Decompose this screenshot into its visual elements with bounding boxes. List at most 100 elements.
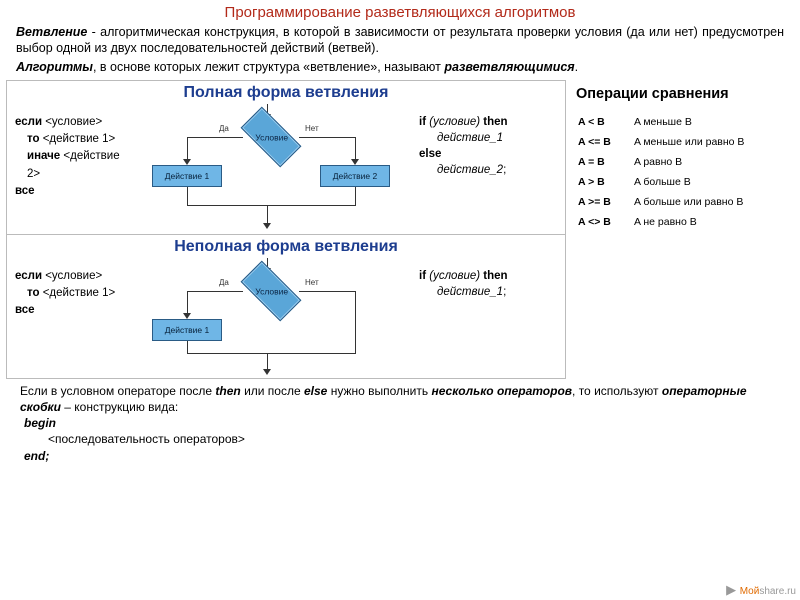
arrow-down-icon: [263, 223, 271, 229]
table-row: A >= BA больше или равно B: [576, 192, 790, 212]
desc-cell: A меньше B: [632, 112, 790, 132]
kw-then-ru: то: [27, 287, 40, 299]
edge: [187, 341, 188, 353]
act1-it: действие_1: [437, 286, 503, 298]
kw-else-ru: иначе: [27, 150, 60, 162]
wm-b: share.ru: [759, 586, 796, 597]
desc-cell: A меньше или равно B: [632, 132, 790, 152]
full-form-title: Полная форма ветвления: [7, 81, 565, 104]
cond-label: Условие: [242, 287, 302, 297]
watermark: ▶ Мойshare.ru: [726, 582, 796, 598]
kw-then: then: [483, 116, 507, 128]
intro-p2-mid: , в основе которых лежит структура «ветв…: [93, 60, 444, 74]
act2-it: действие_2: [437, 164, 503, 176]
fn-t2: или после: [241, 384, 304, 398]
act1-it: действие_1: [437, 132, 503, 144]
cond-it: (условие): [429, 270, 483, 282]
kw-end: end;: [24, 448, 800, 464]
op-cell: A <= B: [576, 132, 632, 152]
code-block: begin <последовательность операторов> en…: [0, 415, 800, 464]
partial-cond: <условие>: [42, 270, 102, 282]
table-row: A < BA меньше B: [576, 112, 790, 132]
edge: [267, 205, 268, 225]
full-pseudo-pascal: if (условие) then действие_1 else действ…: [415, 104, 565, 234]
full-pseudo-ru: если <условие> то <действие 1> иначе <де…: [7, 104, 137, 234]
ops-title: Операции сравнения: [576, 86, 790, 102]
full-act1: <действие 1>: [40, 133, 116, 145]
edge: [187, 137, 243, 138]
op-cell: A < B: [576, 112, 632, 132]
edge: [187, 205, 356, 206]
op-cell: A > B: [576, 172, 632, 192]
desc-cell: A больше B: [632, 172, 790, 192]
edge: [355, 187, 356, 205]
action1-box: Действие 1: [152, 165, 222, 187]
edge: [187, 291, 188, 315]
intro-p2-end: .: [575, 60, 578, 74]
cond-label: Условие: [242, 133, 302, 143]
table-row: A <> BA не равно B: [576, 212, 790, 232]
table-row: A = BA равно B: [576, 152, 790, 172]
fn-t5: – конструкцию вида:: [61, 400, 178, 414]
wm-a: Мой: [740, 586, 760, 597]
kw-then-ru: то: [27, 133, 40, 145]
partial-pseudo-ru: если <условие> то <действие 1> все: [7, 258, 137, 378]
intro-para-2: Алгоритмы, в основе которых лежит структ…: [0, 58, 800, 78]
op-cell: A <> B: [576, 212, 632, 232]
intro-para-1: Ветвление - алгоритмическая конструкция,…: [0, 23, 800, 58]
partial-act1: <действие 1>: [40, 287, 116, 299]
term-branching-adj: разветвляющимися: [444, 60, 574, 74]
kw-end-ru: все: [15, 185, 35, 197]
ops-table: A < BA меньше BA <= BA меньше или равно …: [576, 112, 790, 232]
op-cell: A = B: [576, 152, 632, 172]
kw-then: then: [483, 270, 507, 282]
full-form-row: если <условие> то <действие 1> иначе <де…: [7, 104, 565, 234]
no-label: Нет: [305, 278, 319, 287]
edge: [187, 353, 356, 354]
term-algorithms: Алгоритмы: [16, 60, 93, 74]
edge: [187, 291, 243, 292]
kw-if-ru: если: [15, 270, 42, 282]
edge: [187, 187, 188, 205]
semi: ;: [503, 286, 506, 298]
desc-cell: A не равно B: [632, 212, 790, 232]
term-branching: Ветвление: [16, 25, 87, 39]
semi: ;: [503, 164, 506, 176]
cond-it: (условие): [429, 116, 483, 128]
arrow-down-icon: [263, 369, 271, 375]
partial-form-row: если <условие> то <действие 1> все Услов…: [7, 258, 565, 378]
fn-t3: нужно выполнить: [327, 384, 431, 398]
title-text: Программирование разветвляющихся алгорит…: [225, 4, 576, 21]
kw-begin: begin: [24, 415, 800, 431]
fn-else: else: [304, 384, 327, 398]
page-title: Программирование разветвляющихся алгорит…: [0, 0, 800, 23]
full-flowchart: Условие Да Нет Действие 1 Действие 2: [137, 104, 415, 234]
kw-if: if: [419, 116, 429, 128]
ops-panel: Операции сравнения A < BA меньше BA <= B…: [566, 80, 794, 379]
fn-several: несколько операторов: [431, 384, 572, 398]
edge: [187, 137, 188, 161]
edge: [355, 291, 356, 353]
forms-panel: Полная форма ветвления если <условие> то…: [6, 80, 566, 379]
fn-t1: Если в условном операторе после: [20, 384, 215, 398]
kw-else: else: [419, 148, 441, 160]
fn-then: then: [215, 384, 240, 398]
kw-end-ru: все: [15, 304, 35, 316]
partial-form-title: Неполная форма ветвления: [7, 235, 565, 258]
desc-cell: A больше или равно B: [632, 192, 790, 212]
edge: [299, 137, 355, 138]
table-row: A <= BA меньше или равно B: [576, 132, 790, 152]
intro-p1-rest: - алгоритмическая конструкция, в которой…: [16, 25, 784, 55]
op-seq: <последовательность операторов>: [24, 431, 800, 447]
op-cell: A >= B: [576, 192, 632, 212]
partial-flowchart: Условие Да Нет Действие 1: [137, 258, 415, 378]
action1-box: Действие 1: [152, 319, 222, 341]
footnote: Если в условном операторе после then или…: [0, 379, 800, 415]
desc-cell: A равно B: [632, 152, 790, 172]
partial-pseudo-pascal: if (условие) then действие_1;: [415, 258, 565, 378]
yes-label: Да: [219, 124, 229, 133]
main-content: Полная форма ветвления если <условие> то…: [0, 78, 800, 379]
kw-if-ru: если: [15, 116, 42, 128]
decision-diamond: Условие: [241, 106, 302, 167]
action2-box: Действие 2: [320, 165, 390, 187]
